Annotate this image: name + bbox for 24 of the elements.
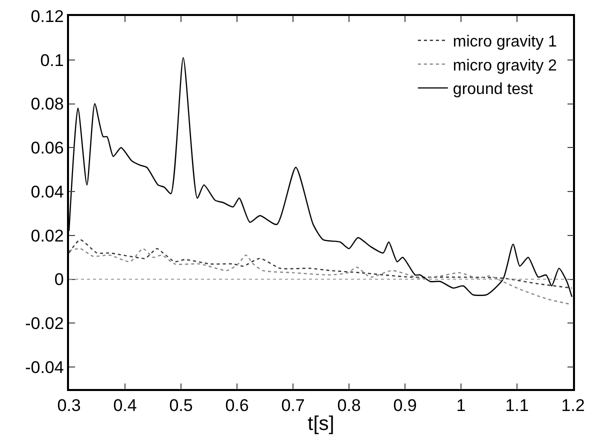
x-tick-label: 0.5: [169, 396, 193, 416]
x-tick-label: 1.2: [561, 396, 585, 416]
y-tick-label: 0.08: [30, 94, 64, 114]
x-tick-label: 0.3: [57, 396, 81, 416]
y-tick-label: -0.02: [25, 314, 64, 334]
x-tick-label: 0.4: [113, 396, 137, 416]
y-tick-label: 0.04: [30, 182, 64, 202]
x-tick-label: 0.9: [393, 396, 417, 416]
x-tick-label: 0.6: [225, 396, 249, 416]
x-tick-label: 0.7: [281, 396, 305, 416]
y-tick-label: 0: [54, 270, 64, 290]
x-tick-label: 1: [456, 396, 466, 416]
line-series: [69, 239, 572, 289]
legend-label: ground test: [452, 81, 534, 98]
y-tick-label: 0.06: [30, 138, 64, 158]
y-tick-label: 0.1: [40, 50, 64, 70]
x-tick-label: 0.8: [337, 396, 361, 416]
x-axis-title: t[s]: [308, 413, 334, 436]
legend-label: micro gravity 1: [452, 34, 558, 51]
legend-label: micro gravity 2: [452, 57, 558, 74]
y-tick-label: 0.12: [30, 6, 64, 26]
y-tick-label: 0.02: [30, 226, 64, 246]
y-tick-label: -0.04: [25, 358, 64, 378]
x-tick-label: 1.1: [505, 396, 529, 416]
